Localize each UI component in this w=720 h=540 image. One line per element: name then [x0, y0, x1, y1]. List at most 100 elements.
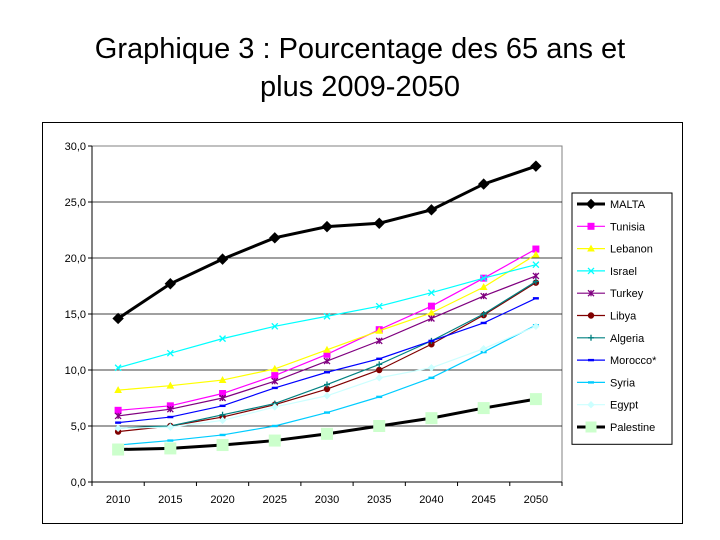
legend-label: Libya [610, 311, 637, 323]
data-point [532, 272, 540, 280]
y-tick-label: 15,0 [65, 309, 86, 321]
data-point [477, 178, 490, 190]
legend-marker [588, 381, 594, 384]
legend-label: MALTA [610, 199, 646, 211]
data-point [114, 386, 122, 394]
data-point [479, 345, 488, 353]
legend-marker [587, 312, 595, 319]
legend-marker [587, 400, 595, 409]
data-point [480, 321, 487, 325]
data-point [114, 424, 122, 432]
data-point [166, 381, 175, 389]
data-point [114, 412, 122, 420]
data-point [164, 442, 177, 455]
legend-label: Palestine [610, 422, 655, 434]
y-tick-label: 25,0 [65, 197, 86, 209]
data-point [376, 395, 383, 399]
data-point [532, 322, 540, 331]
legend-marker [587, 289, 595, 297]
chart-title: Graphique 3 : Pourcentage des 65 ans et … [0, 30, 720, 106]
legend-label: Tunisia [610, 221, 646, 233]
data-point [375, 374, 383, 382]
data-point [271, 322, 279, 330]
data-point [321, 427, 333, 440]
legend-label: Egypt [610, 400, 638, 412]
data-point [166, 349, 174, 357]
data-point [271, 377, 279, 385]
data-point [219, 433, 226, 437]
data-point [219, 404, 226, 408]
data-point [112, 312, 124, 325]
data-point [375, 302, 383, 310]
data-point [114, 406, 122, 414]
data-point [373, 420, 386, 432]
data-point [427, 302, 435, 310]
data-point [324, 381, 330, 388]
data-point [219, 394, 227, 402]
data-point [375, 337, 383, 345]
data-point [428, 376, 435, 380]
data-point [323, 345, 331, 353]
y-tick-label: 0,0 [71, 477, 86, 489]
data-point [166, 405, 174, 413]
chart-title-line-1: Graphique 3 : Pourcentage des 65 ans et [94, 33, 626, 65]
data-point [323, 357, 331, 365]
data-point [376, 357, 383, 360]
y-tick-label: 10,0 [65, 365, 86, 377]
data-point [427, 289, 435, 297]
data-point [529, 393, 542, 406]
x-tick-label: 2010 [106, 494, 130, 506]
legend-marker [587, 222, 595, 230]
data-point [477, 402, 490, 415]
data-point [323, 312, 331, 320]
data-point [114, 364, 122, 372]
legend-marker [585, 421, 597, 433]
data-point [532, 297, 539, 300]
data-point [425, 204, 438, 216]
x-tick-label: 2020 [210, 494, 234, 506]
y-tick-label: 30,0 [65, 141, 86, 153]
data-point [324, 371, 330, 374]
data-point [218, 416, 227, 425]
legend-label: Algeria [610, 333, 645, 345]
legend-label: Israel [610, 266, 637, 278]
data-point [427, 364, 436, 372]
data-point [271, 424, 278, 428]
data-point [271, 372, 279, 380]
data-point [373, 217, 385, 229]
data-point [427, 308, 436, 316]
legend-marker [587, 267, 595, 275]
data-point [166, 423, 175, 431]
data-point [480, 292, 488, 300]
chart-title-line-2: plus 2009-2050 [260, 71, 460, 103]
data-point [167, 415, 174, 419]
legend-marker [588, 358, 594, 362]
data-point [479, 283, 488, 291]
data-point [167, 439, 174, 442]
data-point [269, 232, 281, 244]
y-tick-label: 20,0 [65, 253, 86, 265]
x-tick-label: 2015 [158, 494, 182, 506]
x-tick-label: 2025 [263, 494, 287, 506]
data-point [532, 250, 540, 258]
data-point [268, 434, 281, 447]
data-point [323, 392, 331, 400]
data-point [216, 253, 229, 265]
x-tick-label: 2050 [524, 494, 548, 506]
legend-label: Morocco* [610, 355, 657, 367]
data-point [218, 376, 227, 383]
data-point [425, 412, 438, 425]
data-point [376, 361, 383, 368]
data-point [532, 261, 540, 269]
data-point [115, 421, 122, 424]
data-point [321, 220, 333, 233]
data-point [480, 311, 487, 317]
data-point [216, 439, 229, 452]
x-tick-label: 2030 [315, 494, 339, 506]
data-point [428, 339, 435, 343]
legend-marker [588, 334, 594, 341]
legend-label: Turkey [610, 288, 644, 300]
data-point [219, 335, 227, 343]
legend-marker [587, 244, 595, 252]
